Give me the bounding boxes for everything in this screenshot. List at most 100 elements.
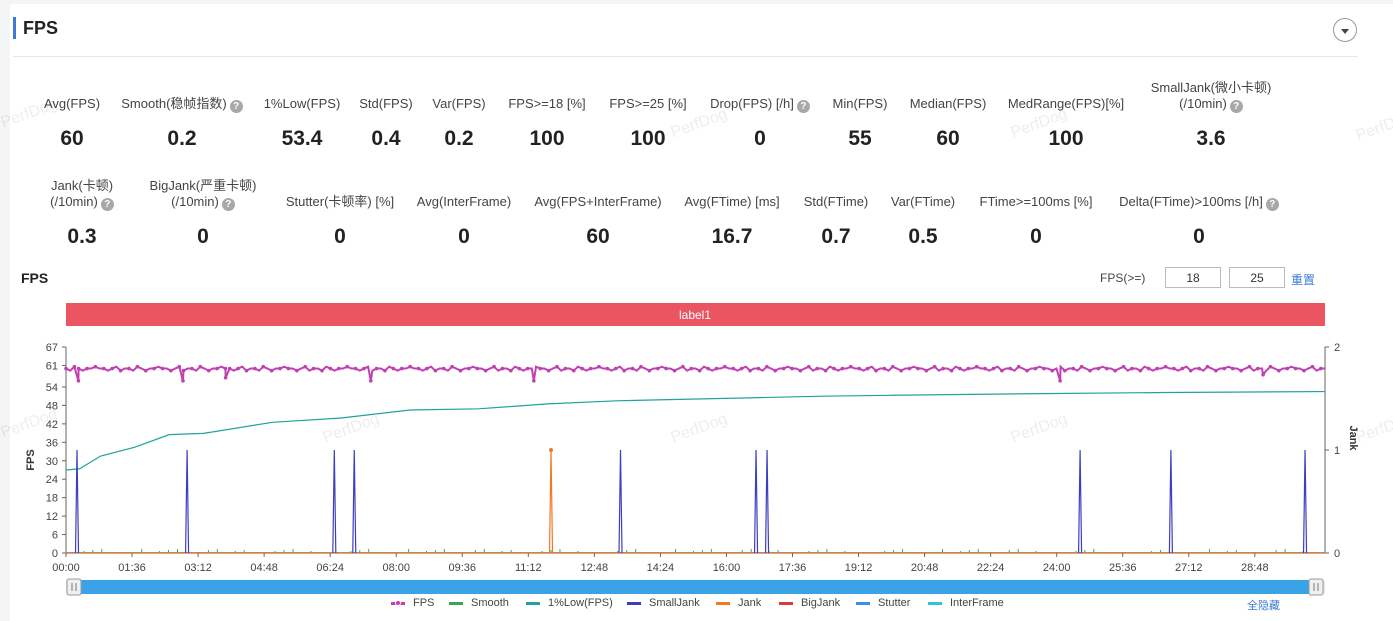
legend-item-smalljank[interactable]: SmallJank [627,597,700,609]
legend-item-bigjank[interactable]: BigJank [779,597,840,609]
fps-point [374,366,379,371]
x-tick-label: 12:48 [581,562,609,574]
fps-point [899,368,903,373]
legend-label: SmallJank [649,597,700,609]
legend-item-jank[interactable]: Jank [716,597,761,609]
fps-point [907,366,912,371]
metric-medrange-fps: MedRange(FPS)[%] 100 [986,96,1146,166]
metric-label: Var(FPS) [432,96,486,111]
fps-point [532,379,536,383]
fps-point [1214,368,1218,373]
fps-point [765,364,769,369]
fps-point [639,364,643,369]
fps-point [1277,368,1281,373]
metric-label: Std(FTime) [803,194,869,209]
fps-point [76,379,81,383]
y-tick-label: 36 [46,437,58,449]
fps-point [974,364,979,369]
fps-point [303,364,308,369]
smalljank-spike [753,449,759,554]
fps-point [450,364,454,369]
help-icon[interactable]: ? [796,100,810,113]
fps-point [991,366,996,371]
legend-item-interframe[interactable]: InterFrame [928,597,1004,609]
jank-point [549,448,554,452]
fps-point [311,366,316,371]
x-tick-label: 11:12 [515,562,542,574]
help-icon[interactable]: ? [221,198,235,211]
metric-label-unit: (/10min)? [2,194,162,211]
fps-point [244,368,249,373]
help-icon[interactable]: ? [1265,198,1279,211]
legend-item-smooth[interactable]: Smooth [449,597,509,609]
fps-point [697,368,702,373]
jank-spike [548,449,554,554]
timeline-right-handle[interactable] [1308,578,1324,596]
fps-point [1319,366,1323,371]
metric-value: 0.2 [444,127,474,150]
fps-point [865,366,870,371]
fps-point [93,364,98,369]
legend-item-1-low-fps[interactable]: 1%Low(FPS) [526,597,613,609]
fps-point [739,366,744,371]
label-bar[interactable] [66,303,1325,326]
y2-axis-label: Jank [1347,425,1359,451]
fps-threshold-input-2[interactable] [1229,267,1285,288]
reset-link[interactable]: 重置 [1291,273,1316,287]
metric-fps-18: FPS>=18 [%] 100 [467,96,627,166]
fps-point [152,366,156,371]
legend-label: Smooth [471,597,509,609]
fps-point [441,366,446,371]
fps-point [916,366,920,371]
metric-std-fps: Std(FPS) 0.4 [306,96,466,166]
metric-label: 1%Low(FPS) [263,96,341,111]
fps-point [269,368,274,373]
legend-item-fps[interactable]: FPS [391,597,434,609]
fps-point [1188,368,1193,373]
fps-point [295,368,299,373]
fps-point [773,368,778,373]
metric-value: 0.5 [908,225,938,248]
help-icon[interactable]: ? [229,100,243,113]
y-tick-label: 6 [52,530,58,542]
fps-point [458,368,463,373]
fps-point [613,366,618,371]
fps-point [655,366,660,371]
legend-swatch-icon [928,601,942,605]
fps-point [1071,366,1075,371]
help-icon[interactable]: ? [100,198,114,211]
timeline-left-handle[interactable] [66,578,82,596]
metric-value: 60 [586,225,610,248]
collapse-toggle-chevron-icon[interactable] [1333,18,1357,42]
legend-item-stutter[interactable]: Stutter [856,597,910,609]
hide-all-link[interactable]: 全隐藏 [1247,600,1280,612]
smalljank-spike [618,449,623,554]
legend-swatch-icon [449,601,463,605]
help-icon[interactable]: ? [1229,100,1243,113]
title-accent-bar [13,17,16,39]
fps-point [85,366,89,371]
metric-label: Min(FPS) [832,96,888,111]
metric-value: 0.4 [371,127,401,150]
y-tick-label: 12 [46,511,58,523]
metric-bigjank: BigJank(严重卡顿) (/10min)? 0 [123,178,283,248]
fps-point [723,364,727,369]
fps-point [1197,366,1201,371]
timeline-scroll-range[interactable] [74,580,1317,594]
fps-point [416,366,421,371]
metric-median-fps: Median(FPS) 60 [868,96,1028,166]
fps-point [261,364,266,369]
fps-point [76,366,81,371]
metric-avg-interframe: Avg(InterFrame) 0 [384,194,544,264]
metric-value: 0 [458,225,470,248]
metric-label: Avg(FPS) [43,96,101,111]
fps-point [848,364,853,369]
fps-threshold-input-1[interactable] [1165,267,1221,288]
fps-point [1050,368,1055,373]
fps-point [748,368,752,373]
fps-point [731,366,736,371]
y-axis-label: FPS [25,449,37,470]
fps-point [580,366,584,371]
fps-point [215,366,219,371]
y-tick-label: 30 [46,456,58,468]
